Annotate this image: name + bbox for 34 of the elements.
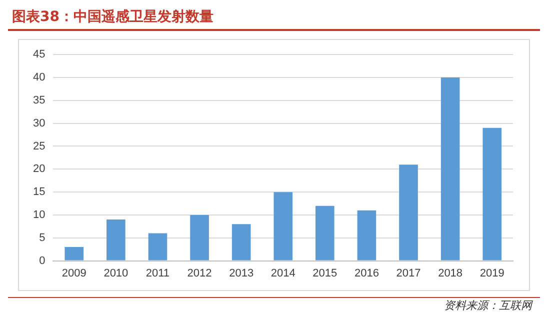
x-tick-label: 2016 bbox=[354, 267, 379, 280]
y-tick-label: 5 bbox=[39, 232, 46, 244]
y-tick-label: 15 bbox=[32, 186, 46, 198]
bar bbox=[190, 214, 209, 260]
y-tick-label: 0 bbox=[39, 254, 46, 267]
x-tick-label: 2009 bbox=[62, 267, 86, 280]
x-tick-label: 2011 bbox=[146, 267, 170, 280]
y-tick-label: 10 bbox=[32, 209, 46, 222]
y-tick-label: 30 bbox=[32, 117, 46, 130]
bar bbox=[232, 224, 251, 260]
y-tick-label: 45 bbox=[32, 48, 46, 61]
bar bbox=[148, 233, 168, 260]
x-tick-label: 2018 bbox=[438, 267, 463, 280]
x-tick-label: 2010 bbox=[104, 267, 128, 280]
y-tick-label: 20 bbox=[32, 163, 46, 176]
chart-title: 图表38：中国遥感卫星发射数量 bbox=[8, 8, 540, 31]
bar bbox=[482, 128, 502, 260]
bar bbox=[440, 78, 460, 260]
x-tick-label: 2019 bbox=[480, 267, 504, 280]
text: 资料来源：互联网 bbox=[8, 298, 540, 313]
y-tick-label: 35 bbox=[32, 94, 46, 106]
x-tick-label: 2012 bbox=[187, 267, 212, 280]
x-tick-label: 2017 bbox=[396, 267, 421, 280]
bar bbox=[399, 164, 418, 260]
y-tick-label: 25 bbox=[32, 140, 46, 152]
x-tick-label: 2013 bbox=[229, 267, 254, 280]
y-tick-label: 40 bbox=[32, 72, 46, 84]
x-tick-label: 2014 bbox=[270, 267, 296, 280]
bar bbox=[64, 247, 84, 260]
bar bbox=[316, 206, 334, 260]
bar bbox=[106, 220, 126, 260]
x-tick-label: 2015 bbox=[312, 267, 338, 280]
bar bbox=[357, 210, 376, 260]
bar bbox=[274, 192, 293, 260]
